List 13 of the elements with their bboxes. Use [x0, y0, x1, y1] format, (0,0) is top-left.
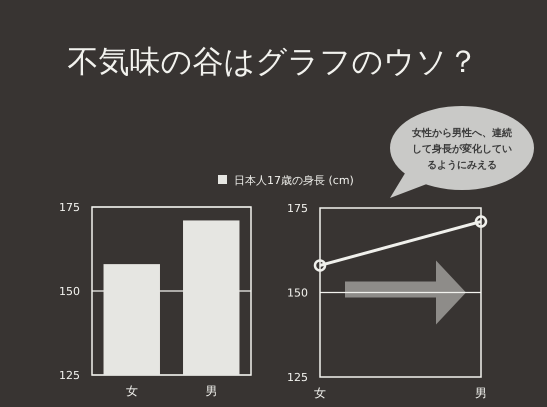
legend-label: 日本人17歳の身長 (cm): [234, 174, 354, 187]
x-tick-label: 男: [475, 386, 487, 400]
y-tick-label: 150: [287, 286, 308, 300]
y-tick-label: 125: [59, 369, 80, 382]
y-tick-label: 150: [59, 285, 80, 298]
text: 女性から男性へ、連続して身長が変化しているようにみえる: [411, 127, 512, 171]
y-tick-label: 125: [287, 371, 308, 384]
x-tick-label: 女: [126, 384, 138, 398]
chart-title: 不気味の谷はグラフのウソ？: [68, 44, 478, 80]
y-tick-label: 175: [287, 202, 308, 215]
x-tick-label: 男: [205, 384, 218, 398]
x-tick-label: 女: [314, 386, 326, 400]
y-tick-label: 175: [59, 201, 80, 214]
